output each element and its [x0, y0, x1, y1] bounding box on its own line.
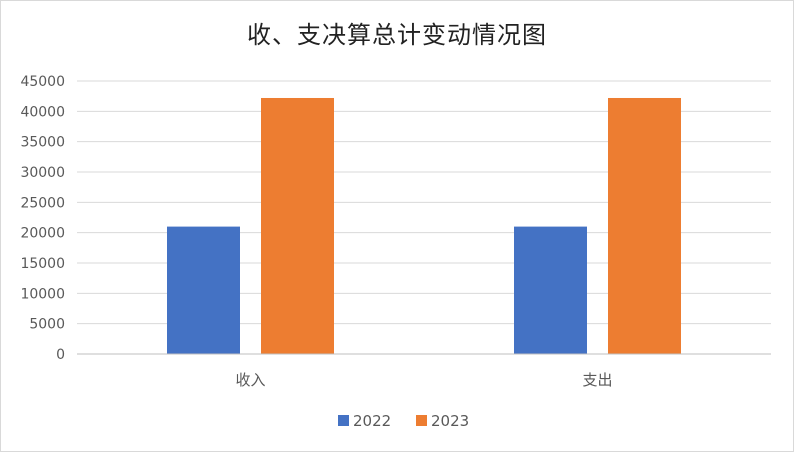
y-tick-label: 5000	[29, 317, 65, 333]
chart-title: 收、支决算总计变动情况图	[247, 21, 547, 49]
y-tick-label: 35000	[20, 135, 65, 151]
legend-swatch-2022	[338, 415, 349, 426]
x-category-label: 收入	[235, 371, 265, 389]
y-tick-label: 45000	[20, 74, 65, 90]
y-tick-label: 40000	[20, 104, 65, 120]
bar-2023-1	[608, 97, 681, 354]
bar-2023-0	[261, 97, 334, 354]
x-category-label: 支出	[582, 371, 612, 389]
y-tick-label: 30000	[20, 165, 65, 181]
y-tick-label: 0	[56, 347, 65, 363]
legend-swatch-2023	[416, 415, 427, 426]
legend-label-2023: 2023	[431, 412, 469, 430]
y-tick-label: 15000	[20, 256, 65, 272]
legend-label-2022: 2022	[353, 412, 391, 430]
bar-2022-0	[167, 226, 240, 354]
bar-2022-1	[514, 226, 587, 354]
y-tick-label: 10000	[20, 286, 65, 302]
y-tick-label: 20000	[20, 226, 65, 242]
y-tick-label: 25000	[20, 195, 65, 211]
